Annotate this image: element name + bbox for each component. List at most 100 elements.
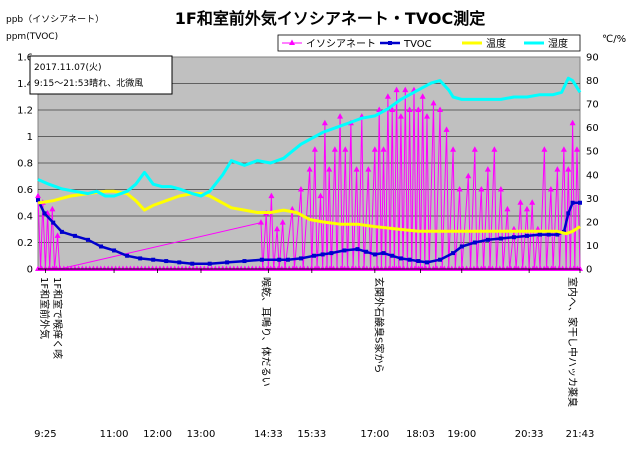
y-left-tick-label: 0.8	[17, 159, 33, 170]
series-point-0	[565, 166, 572, 172]
legend-label-0: イソシアネート	[306, 38, 376, 50]
series-point-0	[450, 146, 457, 152]
series-point-0	[497, 186, 504, 192]
legend-label-1: TVOC	[403, 39, 432, 50]
legend-label-3: 湿度	[548, 37, 568, 50]
right-unit: ℃/%	[602, 34, 626, 45]
y-right-tick-label: 10	[586, 241, 599, 252]
series-point-0	[49, 205, 56, 212]
series-point-1	[151, 257, 156, 262]
series-line-3	[37, 76, 582, 198]
left-unit-line-2: ppm(TVOC)	[6, 32, 58, 42]
series-point-0	[517, 199, 524, 205]
series-point-1	[85, 237, 90, 242]
note-box-frame	[29, 55, 173, 95]
series-point-0	[443, 126, 450, 132]
series-point-0	[569, 119, 576, 126]
series-point-1	[164, 259, 169, 264]
series-point-1	[59, 229, 64, 234]
series-point-1	[524, 233, 529, 238]
annotation-layer: 1F和室前外気 1F和室で喉痒く咳 喉乾、耳鳴り、体だるい 玄関外石鹸臭S家から 室内へ…	[38, 277, 579, 407]
series-point-0	[321, 119, 328, 126]
series-point-0	[337, 113, 344, 119]
series-point-1	[511, 235, 516, 240]
x-tick-label: 11:00	[100, 429, 129, 440]
series-point-1	[390, 253, 395, 258]
series-point-0	[484, 166, 491, 172]
series-point-1	[459, 244, 464, 249]
series-point-0	[560, 146, 567, 152]
series-point-1	[190, 261, 195, 266]
series-point-1	[138, 256, 143, 261]
series-point-1	[570, 200, 575, 205]
series-point-1	[99, 244, 104, 249]
chart-title: 1F和室前外気イソシアネート・TVOC測定	[175, 9, 485, 28]
series-point-1	[578, 200, 582, 205]
series-point-0	[406, 106, 413, 112]
y-left-tick-label: 1.6	[17, 53, 33, 64]
series-point-1	[342, 248, 347, 253]
series-point-0	[430, 99, 437, 106]
y-left-tick-label: 1.2	[17, 106, 33, 117]
series-point-1	[36, 198, 40, 203]
series-point-1	[546, 232, 551, 237]
series-point-1	[438, 257, 443, 262]
y-right-tick-label: 80	[586, 76, 599, 87]
series-point-1	[320, 252, 325, 257]
series-point-0	[504, 205, 511, 212]
series-layer	[35, 76, 583, 271]
series-point-1	[538, 232, 543, 237]
x-tick-label: 18:03	[406, 429, 435, 440]
series-point-0	[342, 146, 349, 152]
series-point-1	[355, 247, 360, 252]
x-tick-label: 20:33	[515, 429, 544, 440]
legend-marker-0	[289, 39, 295, 45]
series-point-1	[555, 232, 560, 237]
y-right-tick-label: 50	[586, 147, 599, 158]
event-annotation: 室内へ、家干し中ハッカ薬臭	[566, 277, 579, 407]
note-box: 2017.11.07(火) 9:15～21:53晴れ、北微風	[29, 55, 173, 95]
series-point-0	[424, 113, 431, 119]
x-tick-label: 21:43	[566, 429, 595, 440]
x-tick-label: 14:33	[254, 429, 283, 440]
series-point-1	[207, 261, 212, 266]
series-point-1	[381, 251, 386, 256]
y-left-tick-label: 1.4	[17, 79, 33, 90]
legend-label-2: 温度	[486, 37, 506, 50]
series-point-0	[384, 93, 391, 99]
x-tick-label: 15:33	[297, 429, 326, 440]
series-point-0	[371, 146, 378, 152]
series-point-0	[471, 146, 478, 152]
series-point-0	[257, 219, 264, 225]
x-tick-label: 17:00	[360, 429, 389, 440]
series-point-0	[456, 186, 463, 192]
series-point-0	[393, 86, 400, 93]
legend-marker-1	[388, 41, 392, 45]
series-point-0	[529, 199, 536, 205]
series-point-0	[478, 186, 485, 192]
series-point-1	[451, 251, 456, 256]
series-point-1	[425, 260, 430, 265]
event-annotation: 玄関外石鹸臭S家から	[373, 277, 386, 373]
x-tick-label: 12:00	[143, 429, 172, 440]
series-point-0	[554, 166, 561, 172]
series-point-1	[285, 257, 290, 262]
y-right-tick-label: 0	[586, 265, 592, 276]
note-line-2: 9:15～21:53晴れ、北微風	[34, 77, 143, 89]
series-point-0	[541, 146, 548, 152]
series-point-0	[415, 106, 422, 112]
series-point-0	[274, 225, 281, 232]
series-point-0	[376, 106, 383, 112]
series-point-0	[547, 186, 554, 192]
note-line-1: 2017.11.07(火)	[34, 62, 102, 73]
series-point-1	[259, 257, 264, 262]
series-point-0	[397, 113, 404, 119]
y-right-tick-label: 30	[586, 194, 599, 205]
series-point-0	[297, 186, 304, 192]
event-annotation: 1F和室前外気	[38, 277, 51, 339]
series-point-1	[329, 251, 334, 256]
series-point-1	[42, 211, 47, 216]
series-point-0	[437, 106, 444, 112]
x-tick-label: 13:00	[187, 429, 216, 440]
